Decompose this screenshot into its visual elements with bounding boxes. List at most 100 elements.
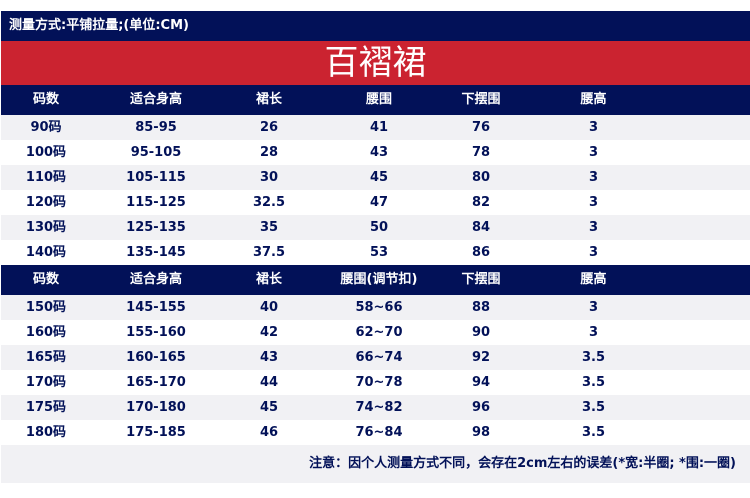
table-header: 码数 适合身高 裙长 腰围(调节扣) 下摆围 腰高	[1, 265, 750, 295]
table-row: 180码 175-185 46 76~84 98 3.5	[1, 420, 750, 445]
table-cell: 3	[588, 170, 599, 185]
table-cell: 45	[369, 170, 389, 185]
table-cell: 3	[588, 120, 599, 135]
table-cell: 76~84	[355, 425, 403, 440]
table-row: 120码 115-125 32.5 47 82 3	[1, 190, 750, 215]
table-cell: 82	[471, 195, 491, 210]
table-row: 140码 135-145 37.5 53 86 3	[1, 240, 750, 265]
table-cell: 43	[259, 350, 279, 365]
table-cell: 96	[471, 400, 491, 415]
table-cell: 175码	[25, 400, 67, 415]
table-row: 90码 85-95 26 41 76 3	[1, 115, 750, 140]
table-cell: 165码	[25, 350, 67, 365]
table-cell: 3.5	[581, 425, 606, 440]
column-header: 下摆围	[461, 272, 501, 287]
table-cell: 140码	[25, 245, 67, 260]
table-row: 160码 155-160 42 62~70 90 3	[1, 320, 750, 345]
size-chart: 测量方式:平铺拉量;(单位:CM) 百褶裙 码数 适合身高 裙长 腰围 下摆围 腰高 90码…	[1, 11, 750, 483]
table-cell: 115-125	[126, 195, 186, 210]
table-cell: 76	[471, 120, 491, 135]
table-cell: 78	[471, 145, 491, 160]
column-header: 腰围(调节扣)	[340, 272, 418, 287]
table-cell: 3.5	[581, 350, 606, 365]
table-cell: 92	[471, 350, 491, 365]
table-cell: 100码	[25, 145, 67, 160]
table-row: 175码 170-180 45 74~82 96 3.5	[1, 395, 750, 420]
table-cell: 94	[471, 375, 491, 390]
table-header: 码数 适合身高 裙长 腰围 下摆围 腰高	[1, 85, 750, 115]
table-cell: 170码	[25, 375, 67, 390]
table-cell: 3.5	[581, 400, 606, 415]
column-header: 码数	[32, 92, 59, 107]
table-cell: 30	[259, 170, 279, 185]
table-row: 165码 160-165 43 66~74 92 3.5	[1, 345, 750, 370]
measurement-method: 测量方式:平铺拉量;(单位:CM)	[1, 11, 750, 41]
table-cell: 180码	[25, 425, 67, 440]
table-row: 170码 165-170 44 70~78 94 3.5	[1, 370, 750, 395]
table-cell: 80	[471, 170, 491, 185]
table-cell: 58~66	[355, 300, 403, 315]
table-cell: 47	[369, 195, 389, 210]
table-cell: 66~74	[355, 350, 403, 365]
column-header: 裙长	[255, 272, 282, 287]
table-row: 100码 95-105 28 43 78 3	[1, 140, 750, 165]
table-cell: 86	[471, 245, 491, 260]
size-table-1: 码数 适合身高 裙长 腰围 下摆围 腰高 90码 85-95 26 41 76 3 100码 95-105…	[1, 85, 750, 265]
table-cell: 125-135	[126, 220, 186, 235]
table-cell: 98	[471, 425, 491, 440]
table-cell: 32.5	[252, 195, 286, 210]
table-cell: 90	[471, 325, 491, 340]
table-cell: 37.5	[252, 245, 286, 260]
measurement-note: 注意：因个人测量方式不同，会存在2cm左右的误差(*宽:半圈; *围:一圈)	[1, 445, 750, 483]
table-row: 110码 105-115 30 45 80 3	[1, 165, 750, 190]
table-cell: 3	[588, 195, 599, 210]
table-cell: 90码	[30, 120, 62, 135]
table-cell: 175-185	[126, 425, 186, 440]
table-cell: 165-170	[126, 375, 186, 390]
table-cell: 50	[369, 220, 389, 235]
column-header: 适合身高	[129, 272, 182, 287]
table-cell: 95-105	[130, 145, 182, 160]
table-cell: 70~78	[355, 375, 403, 390]
table-cell: 62~70	[355, 325, 403, 340]
table-cell: 170-180	[126, 400, 186, 415]
table-cell: 3	[588, 300, 599, 315]
column-header: 裙长	[255, 92, 282, 107]
table-cell: 160-165	[126, 350, 186, 365]
table-cell: 26	[259, 120, 279, 135]
size-table-2: 码数 适合身高 裙长 腰围(调节扣) 下摆围 腰高 150码 145-155 40 58~66 88…	[1, 265, 750, 445]
table-row: 150码 145-155 40 58~66 88 3	[1, 295, 750, 320]
column-header: 适合身高	[129, 92, 182, 107]
table-cell: 3	[588, 220, 599, 235]
column-header: 腰高	[580, 272, 607, 287]
table-cell: 150码	[25, 300, 67, 315]
table-cell: 130码	[25, 220, 67, 235]
table-cell: 43	[369, 145, 389, 160]
table-cell: 46	[259, 425, 279, 440]
table-cell: 155-160	[126, 325, 186, 340]
table-cell: 105-115	[126, 170, 186, 185]
table-cell: 160码	[25, 325, 67, 340]
column-header: 腰围	[365, 92, 392, 107]
table-cell: 53	[369, 245, 389, 260]
table-cell: 84	[471, 220, 491, 235]
table-cell: 85-95	[135, 120, 177, 135]
table-cell: 44	[259, 375, 279, 390]
table-row: 130码 125-135 35 50 84 3	[1, 215, 750, 240]
table-cell: 35	[259, 220, 279, 235]
table-cell: 28	[259, 145, 279, 160]
table-cell: 3	[588, 145, 599, 160]
table-cell: 42	[259, 325, 279, 340]
table-cell: 41	[369, 120, 389, 135]
table-cell: 88	[471, 300, 491, 315]
table-cell: 45	[259, 400, 279, 415]
table-cell: 3	[588, 325, 599, 340]
product-title: 百褶裙	[1, 41, 750, 85]
table-cell: 135-145	[126, 245, 186, 260]
column-header: 腰高	[580, 92, 607, 107]
column-header: 下摆围	[461, 92, 501, 107]
table-cell: 145-155	[126, 300, 186, 315]
table-cell: 110码	[25, 170, 67, 185]
table-cell: 3.5	[581, 375, 606, 390]
table-cell: 3	[588, 245, 599, 260]
